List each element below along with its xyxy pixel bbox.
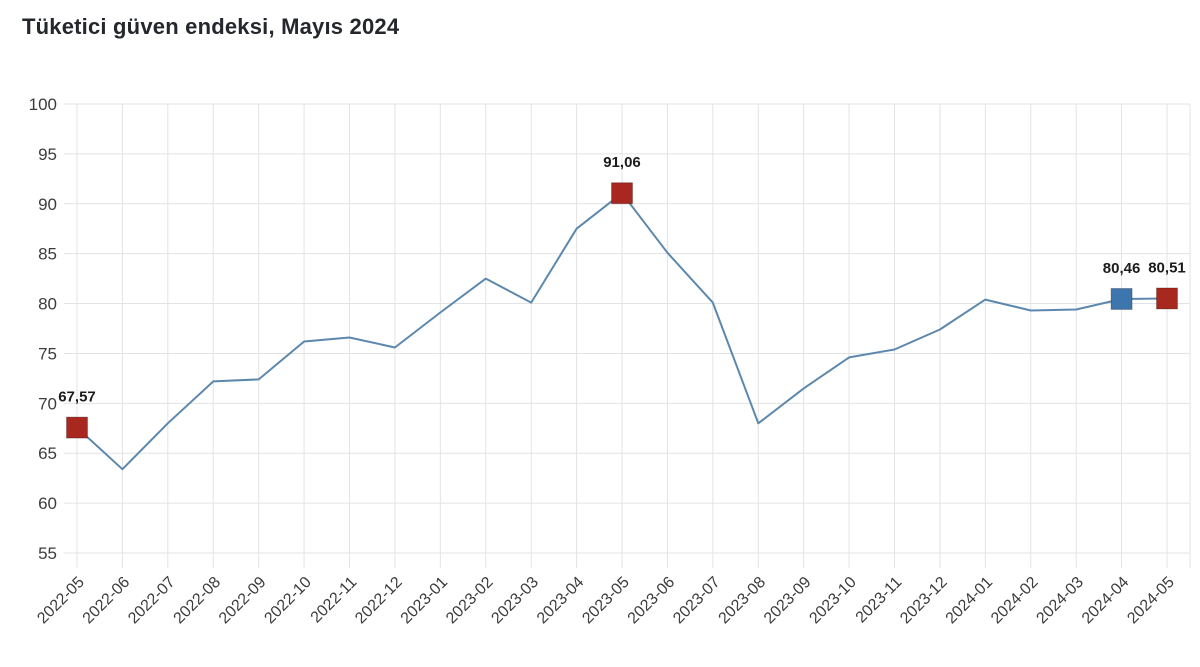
x-tick-label: 2023-04: [534, 574, 588, 628]
y-tick-label: 80: [38, 295, 57, 314]
page-title: Tüketici güven endeksi, Mayıs 2024: [22, 14, 400, 39]
x-tick-label: 2023-10: [806, 574, 860, 628]
data-point-label-2024-05: 80,51: [1148, 259, 1186, 276]
data-point-marker-2022-05[interactable]: [66, 416, 88, 439]
y-tick-label: 85: [38, 245, 57, 264]
x-tick-label: 2022-06: [80, 574, 134, 628]
data-point-marker-2023-05[interactable]: [611, 182, 633, 205]
x-tick-label: 2024-02: [988, 574, 1042, 628]
x-tick-label: 2023-07: [670, 574, 724, 628]
x-tick-label: 2023-05: [579, 574, 633, 628]
x-tick-label: 2024-01: [943, 574, 997, 628]
x-tick-label: 2023-01: [398, 574, 452, 628]
x-tick-label: 2022-12: [352, 574, 406, 628]
y-tick-label: 100: [29, 95, 57, 114]
x-tick-label: 2023-11: [853, 574, 906, 627]
data-point-label-2024-04: 80,46: [1103, 260, 1141, 277]
x-tick-label: 2023-08: [716, 574, 770, 628]
y-tick-label: 65: [38, 444, 57, 463]
y-tick-label: 95: [38, 145, 57, 164]
x-tick-label: 2022-11: [308, 574, 361, 627]
y-tick-label: 75: [38, 344, 57, 363]
data-point-label-2022-05: 67,57: [58, 389, 96, 406]
x-tick-label: 2023-06: [625, 574, 679, 628]
x-tick-label: 2023-02: [443, 574, 497, 628]
x-tick-label: 2024-03: [1033, 574, 1087, 628]
y-tick-label: 55: [38, 544, 57, 563]
x-tick-label: 2022-09: [216, 574, 270, 628]
x-tick-label: 2022-05: [34, 574, 88, 628]
x-tick-label: 2022-07: [125, 574, 179, 628]
x-tick-label: 2022-10: [261, 574, 315, 628]
x-tick-label: 2023-09: [761, 574, 815, 628]
data-point-label-2023-05: 91,06: [603, 154, 641, 171]
x-tick-label: 2024-04: [1079, 574, 1133, 628]
y-tick-label: 60: [38, 494, 57, 513]
data-point-marker-2024-04[interactable]: [1110, 287, 1133, 310]
x-tick-label: 2023-03: [488, 574, 542, 628]
data-point-marker-2024-05[interactable]: [1156, 287, 1178, 310]
x-tick-label: 2023-12: [897, 574, 951, 628]
y-tick-label: 70: [38, 394, 57, 413]
y-tick-label: 90: [38, 195, 57, 214]
x-tick-label: 2024-05: [1124, 574, 1178, 628]
x-tick-label: 2022-08: [171, 574, 225, 628]
